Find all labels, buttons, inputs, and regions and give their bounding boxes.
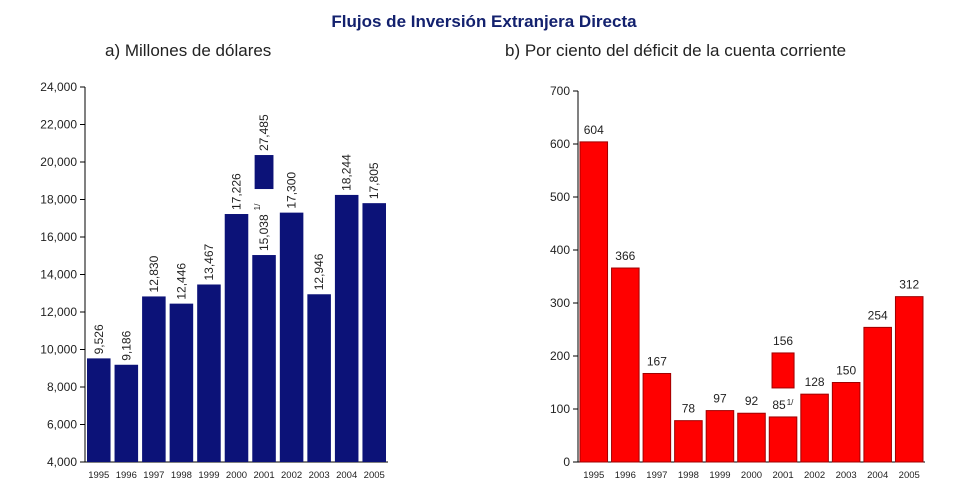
figure-title: Flujos de Inversión Extranjera Directa: [331, 12, 637, 31]
value-label: 18,244: [340, 154, 354, 191]
value-label: 85: [772, 398, 786, 412]
y-tick-label: 10,000: [40, 343, 77, 357]
bar: [334, 194, 359, 463]
y-tick-label: 14,000: [40, 268, 77, 282]
y-tick-label: 12,000: [40, 305, 77, 319]
y-tick-label: 100: [550, 402, 570, 416]
y-tick-label: 20,000: [40, 155, 77, 169]
x-tick-label: 2001: [772, 470, 793, 481]
x-tick-label: 2005: [899, 470, 920, 481]
broken-bar-segment: [771, 352, 795, 389]
bar: [579, 141, 609, 463]
footnote-marker: 1/: [253, 203, 262, 210]
x-tick-label: 2003: [309, 470, 330, 481]
x-tick-label: 2000: [226, 470, 247, 481]
value-label: 604: [584, 123, 604, 137]
bar: [705, 410, 735, 463]
bar: [87, 358, 111, 462]
value-label: 92: [745, 394, 759, 408]
subtitle: b) Por ciento del déficit de la cuenta c…: [505, 41, 846, 60]
y-tick-label: 300: [550, 296, 570, 310]
broken-bar-segment: [254, 155, 274, 190]
value-label: 167: [647, 354, 667, 368]
y-tick-label: 24,000: [40, 80, 77, 94]
bar: [169, 303, 194, 462]
y-tick-label: 400: [550, 243, 570, 257]
bar: [768, 416, 798, 463]
x-tick-label: 1997: [143, 470, 164, 481]
bar: [642, 372, 672, 463]
bar: [362, 203, 386, 462]
value-label: 12,446: [174, 263, 188, 300]
value-label: 312: [899, 278, 919, 292]
y-tick-label: 8,000: [47, 380, 77, 394]
y-tick-label: 500: [550, 190, 570, 204]
value-label: 9,526: [92, 324, 106, 354]
value-label: 150: [836, 364, 856, 378]
x-tick-label: 2005: [364, 470, 385, 481]
value-label: 97: [713, 392, 727, 406]
y-tick-label: 6,000: [47, 418, 77, 432]
bar: [307, 294, 331, 462]
bar: [252, 255, 276, 462]
bar: [611, 267, 640, 463]
bar: [197, 284, 221, 462]
value-label: 13,467: [202, 243, 216, 280]
x-tick-label: 1995: [88, 470, 109, 481]
bar: [800, 393, 829, 463]
value-label: 27,485: [257, 114, 271, 151]
x-tick-label: 2002: [804, 470, 825, 481]
x-tick-label: 1999: [709, 470, 730, 481]
value-label: 12,946: [312, 253, 326, 290]
y-tick-label: 700: [550, 84, 570, 98]
x-tick-label: 2001: [253, 470, 274, 481]
value-label: 17,300: [285, 172, 299, 209]
bar: [279, 212, 304, 462]
bar: [831, 382, 861, 463]
x-tick-label: 1999: [198, 470, 219, 481]
x-tick-label: 1996: [116, 470, 137, 481]
x-tick-label: 2002: [281, 470, 302, 481]
value-label: 156: [773, 334, 793, 348]
bar: [894, 296, 924, 463]
x-tick-label: 2004: [867, 470, 888, 481]
value-label: 17,805: [367, 162, 381, 199]
y-tick-label: 18,000: [40, 193, 77, 207]
y-tick-label: 4,000: [47, 455, 77, 469]
y-tick-label: 0: [563, 455, 570, 469]
footnote-marker: 1/: [787, 398, 794, 407]
value-label: 254: [868, 308, 888, 322]
y-tick-label: 22,000: [40, 118, 77, 132]
bar: [674, 420, 703, 463]
x-tick-label: 2004: [336, 470, 357, 481]
x-tick-label: 1998: [171, 470, 192, 481]
x-tick-label: 1996: [615, 470, 636, 481]
x-tick-label: 1995: [583, 470, 604, 481]
x-tick-label: 1998: [678, 470, 699, 481]
y-tick-label: 200: [550, 349, 570, 363]
value-label: 128: [805, 375, 825, 389]
y-tick-label: 600: [550, 137, 570, 151]
bar: [863, 326, 892, 463]
value-label: 12,830: [147, 255, 161, 292]
value-label: 78: [682, 402, 696, 416]
value-label: 15,038: [257, 214, 271, 251]
bar: [737, 412, 766, 463]
x-tick-label: 2003: [836, 470, 857, 481]
bar: [224, 214, 249, 462]
bar: [142, 296, 166, 462]
x-tick-label: 2000: [741, 470, 762, 481]
subtitle: a) Millones de dólares: [105, 41, 271, 60]
value-label: 9,186: [119, 330, 133, 360]
value-label: 366: [615, 249, 635, 263]
x-tick-label: 1997: [646, 470, 667, 481]
y-tick-label: 16,000: [40, 230, 77, 244]
value-label: 17,226: [230, 173, 244, 210]
bar: [114, 364, 139, 462]
